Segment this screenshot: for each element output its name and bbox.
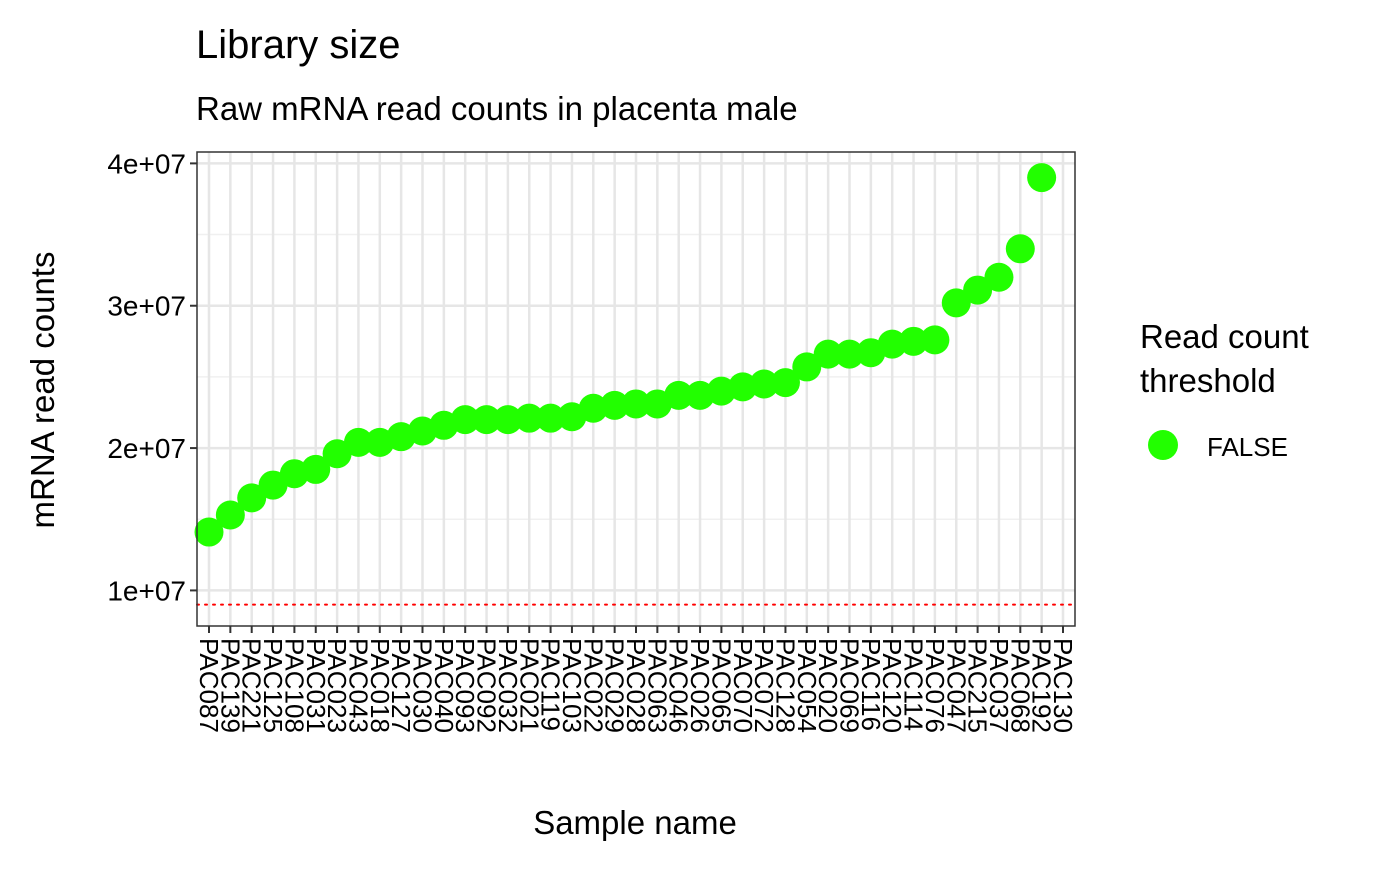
x-tick-label: PAC040 <box>429 638 459 733</box>
data-point-PAC072 <box>749 369 779 399</box>
x-tick-label: PAC032 <box>493 638 523 733</box>
x-tick-label: PAC068 <box>1005 638 1035 733</box>
y-tick-label: 1e+07 <box>107 575 186 606</box>
y-tick-label: 2e+07 <box>107 433 186 464</box>
data-point-PAC128 <box>770 368 800 398</box>
x-tick-label: PAC128 <box>770 638 800 733</box>
x-tick-label: PAC092 <box>472 638 502 733</box>
x-tick-label: PAC221 <box>237 638 267 733</box>
chart-subtitle: Raw mRNA read counts in placenta male <box>196 90 798 127</box>
data-point-PAC192 <box>1027 163 1057 193</box>
x-tick-label: PAC192 <box>1027 638 1057 733</box>
x-tick-label: PAC020 <box>813 638 843 733</box>
data-point-PAC068 <box>1005 234 1035 264</box>
x-tick-label: PAC120 <box>877 638 907 733</box>
x-tick-label: PAC029 <box>600 638 630 733</box>
data-point-PAC046 <box>664 380 694 410</box>
x-tick-label: PAC021 <box>514 638 544 733</box>
data-point-PAC021 <box>514 403 544 433</box>
x-tick-label: PAC070 <box>728 638 758 733</box>
data-point-PAC023 <box>322 439 352 469</box>
x-tick-label: PAC023 <box>322 638 352 733</box>
chart-title: Library size <box>196 23 401 67</box>
x-tick-label: PAC125 <box>258 638 288 733</box>
data-point-PAC037 <box>984 262 1014 292</box>
data-point-PAC043 <box>343 427 373 457</box>
data-point-PAC215 <box>963 275 993 305</box>
x-tick-label: PAC116 <box>856 638 886 731</box>
x-tick-label: PAC054 <box>792 638 822 733</box>
x-tick-label: PAC139 <box>215 638 245 733</box>
x-tick-label: PAC103 <box>557 638 587 733</box>
y-axis-label: mRNA read counts <box>24 252 61 529</box>
data-point-PAC029 <box>600 390 630 420</box>
data-point-PAC087 <box>194 517 224 547</box>
legend-label: FALSE <box>1207 432 1288 462</box>
data-point-PAC125 <box>258 470 288 500</box>
y-tick-label: 3e+07 <box>107 291 186 322</box>
x-tick-label: PAC130 <box>1048 638 1078 733</box>
x-tick-label: PAC108 <box>279 638 309 733</box>
x-tick-label: PAC043 <box>343 638 373 733</box>
data-point-PAC221 <box>237 483 267 513</box>
x-tick-label: PAC037 <box>984 638 1014 733</box>
x-tick-label: PAC215 <box>963 638 993 733</box>
data-point-PAC022 <box>578 393 608 423</box>
x-tick-label: PAC063 <box>642 638 672 733</box>
data-point-PAC069 <box>835 339 864 369</box>
y-tick-label: 4e+07 <box>107 148 186 179</box>
legend: Read count threshold FALSE <box>1140 318 1309 462</box>
x-tick-label: PAC072 <box>749 638 779 733</box>
x-axis-label: Sample name <box>533 804 737 841</box>
x-tick-label: PAC046 <box>664 638 694 733</box>
x-tick-label: PAC069 <box>835 638 865 733</box>
x-tick-label: PAC028 <box>621 638 651 733</box>
x-tick-label: PAC087 <box>194 638 224 733</box>
data-point-PAC031 <box>301 454 331 484</box>
data-point-PAC020 <box>813 339 843 369</box>
x-tick-label: PAC031 <box>301 638 331 733</box>
x-tick-label: PAC093 <box>450 638 480 733</box>
data-point-PAC119 <box>536 403 566 433</box>
x-tick-label: PAC030 <box>408 638 438 733</box>
data-point-PAC054 <box>792 352 822 382</box>
x-tick-label: PAC076 <box>920 638 950 733</box>
legend-title-line1: Read count <box>1140 318 1309 355</box>
data-point-PAC139 <box>215 500 245 530</box>
data-point-PAC032 <box>493 405 523 435</box>
x-axis: PAC087PAC139PAC221PAC125PAC108PAC031PAC0… <box>194 626 1078 733</box>
x-tick-label: PAC047 <box>941 638 971 733</box>
x-tick-label: PAC065 <box>706 638 736 733</box>
plot-panel <box>194 151 1076 627</box>
x-tick-label: PAC026 <box>685 638 715 733</box>
data-point-PAC070 <box>728 372 758 402</box>
data-point-PAC120 <box>877 329 907 359</box>
x-tick-label: PAC119 <box>536 638 566 731</box>
data-point-PAC114 <box>899 326 929 356</box>
data-point-PAC076 <box>920 325 950 355</box>
data-point-PAC028 <box>621 389 651 419</box>
data-point-PAC093 <box>450 405 480 435</box>
legend-title-line2: threshold <box>1140 362 1276 399</box>
data-point-PAC047 <box>941 288 971 318</box>
x-tick-label: PAC114 <box>899 638 929 731</box>
y-axis: 1e+07 2e+07 3e+07 4e+07 <box>107 148 197 606</box>
data-point-PAC092 <box>472 405 502 435</box>
x-tick-label: PAC022 <box>578 638 608 733</box>
legend-key-dot <box>1148 430 1178 460</box>
x-tick-label: PAC127 <box>386 638 416 733</box>
x-tick-label: PAC018 <box>365 638 395 733</box>
